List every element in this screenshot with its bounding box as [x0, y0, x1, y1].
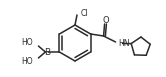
- Text: HN: HN: [119, 39, 130, 48]
- Text: O: O: [102, 16, 109, 25]
- Text: HO: HO: [21, 58, 32, 67]
- Text: HO: HO: [21, 37, 32, 47]
- Text: B: B: [44, 48, 50, 57]
- Text: Cl: Cl: [81, 8, 88, 17]
